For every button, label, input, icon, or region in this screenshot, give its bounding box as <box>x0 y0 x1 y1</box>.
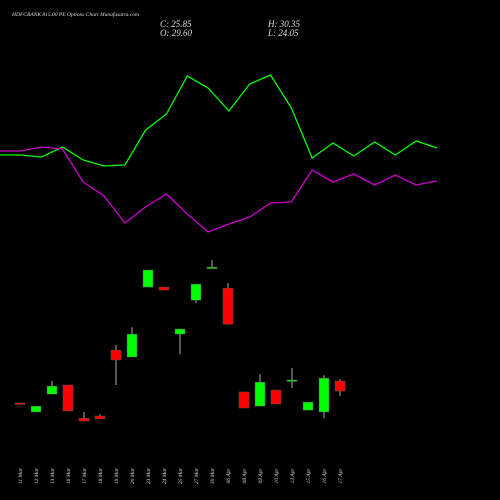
low-label: L: 24.05 <box>267 28 299 38</box>
x-tick-label: 16 Mar <box>66 467 72 484</box>
x-tick-label: 09 Apr <box>258 468 264 484</box>
candle-body <box>302 401 314 411</box>
candle-body <box>62 384 74 412</box>
candle-body <box>110 349 122 361</box>
candle-body <box>286 379 298 382</box>
x-tick-label: 15 Apr <box>306 468 312 484</box>
x-tick-label: 24 Mar <box>161 467 168 484</box>
x-tick-label: 18 Mar <box>98 467 104 484</box>
x-tick-label: 06 Apr <box>226 468 232 484</box>
indicator-line <box>0 74 438 167</box>
candle-body <box>334 380 346 392</box>
chart-title: HDFCBANK 815.00 PE Options Chart Munafas… <box>11 11 139 18</box>
x-tick-label: 23 Mar <box>146 467 152 484</box>
x-tick-label: 17 Mar <box>82 467 88 484</box>
candle-body <box>30 405 42 413</box>
x-tick-label: 19 Mar <box>114 467 120 484</box>
open-label: O: 29.60 <box>160 28 192 38</box>
x-tick-label: 25 Mar <box>178 467 184 484</box>
candle-body <box>46 385 58 395</box>
x-tick-label: 08 Apr <box>242 468 248 484</box>
candle-body <box>174 328 186 335</box>
close-label: C: 25.85 <box>160 19 192 29</box>
candle-body <box>270 389 282 405</box>
high-label: H: 30.35 <box>267 19 300 29</box>
candle-body <box>14 402 26 405</box>
x-tick-label: 17 Apr <box>338 468 344 484</box>
x-tick-label: 12 Mar <box>34 467 40 484</box>
x-tick-label: 20 Mar <box>130 467 136 484</box>
candle-body <box>94 415 106 420</box>
x-tick-label: 11 Mar <box>18 467 24 484</box>
x-tick-label: 10 Apr <box>274 468 280 484</box>
candle-body <box>222 287 234 325</box>
candle-body <box>254 381 266 407</box>
candle-body <box>318 377 330 413</box>
candle-body <box>78 417 90 422</box>
x-tick-label: 13 Mar <box>50 467 56 484</box>
candle-body <box>190 283 202 301</box>
x-tick-label: 27 Mar <box>194 467 200 484</box>
x-tick-label: 30 Mar <box>210 467 216 485</box>
indicator-line <box>0 146 438 233</box>
candle-body <box>142 269 154 288</box>
candle-body <box>158 286 170 291</box>
x-tick-label: 16 Apr <box>322 468 328 484</box>
candle-body <box>126 333 138 358</box>
candle-body <box>206 266 218 269</box>
x-tick-label: 13 Apr <box>290 468 296 484</box>
candle-body <box>238 391 250 409</box>
